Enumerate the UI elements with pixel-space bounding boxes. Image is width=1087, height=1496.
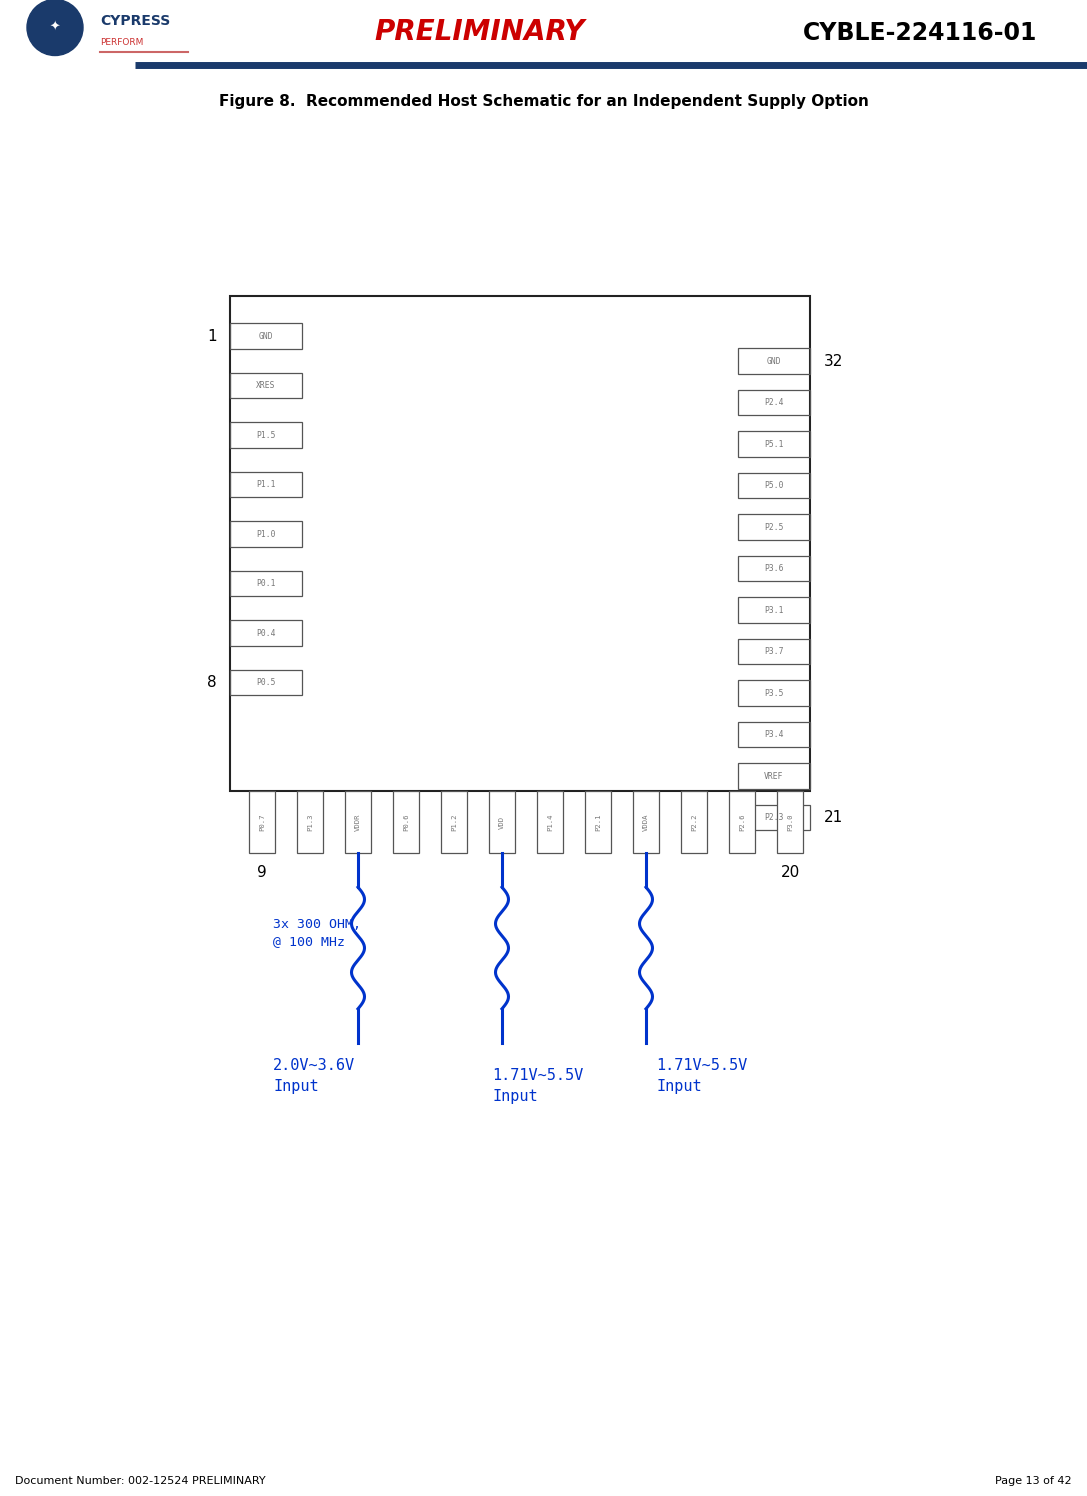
Text: P2.5: P2.5	[764, 522, 784, 531]
Bar	[738, 431, 810, 456]
Text: P5.1: P5.1	[764, 440, 784, 449]
Text: PERFORM: PERFORM	[100, 37, 143, 46]
Text: P5.0: P5.0	[764, 482, 784, 491]
Bar	[738, 763, 810, 788]
Text: P2.2: P2.2	[691, 814, 697, 830]
Text: 2.0V~3.6V
Input: 2.0V~3.6V Input	[273, 1058, 355, 1094]
Text: XRES: XRES	[257, 381, 276, 390]
Bar	[738, 721, 810, 747]
Text: GND: GND	[259, 332, 273, 341]
Text: P1.3: P1.3	[307, 814, 313, 830]
Text: P1.5: P1.5	[257, 431, 276, 440]
Bar	[230, 323, 302, 349]
Text: PRELIMINARY: PRELIMINARY	[375, 18, 585, 46]
Text: P1.0: P1.0	[257, 530, 276, 539]
Text: 21: 21	[824, 809, 844, 824]
Text: CYPRESS: CYPRESS	[100, 13, 171, 27]
Text: 1.71V~5.5V
Input: 1.71V~5.5V Input	[492, 1068, 584, 1104]
Text: P0.6: P0.6	[403, 814, 409, 830]
Bar	[777, 791, 803, 853]
Text: 8: 8	[208, 675, 217, 690]
Text: ✦: ✦	[50, 21, 60, 34]
Bar	[738, 597, 810, 622]
Text: P3.7: P3.7	[764, 646, 784, 657]
Text: CYBLE-224116-01: CYBLE-224116-01	[803, 21, 1037, 45]
Text: Document Number: 002-12524 PRELIMINARY: Document Number: 002-12524 PRELIMINARY	[15, 1477, 265, 1486]
Text: P3.6: P3.6	[764, 564, 784, 573]
Bar	[230, 373, 302, 398]
Text: P3.1: P3.1	[764, 606, 784, 615]
Text: P2.4: P2.4	[764, 398, 784, 407]
Bar	[230, 670, 302, 696]
Bar	[738, 349, 810, 374]
Bar	[393, 791, 418, 853]
Bar	[345, 791, 371, 853]
Bar	[738, 515, 810, 540]
Text: P3.5: P3.5	[764, 688, 784, 697]
Circle shape	[27, 0, 83, 55]
Text: 20: 20	[780, 865, 800, 880]
Bar	[230, 422, 302, 447]
Bar	[729, 791, 755, 853]
Bar	[738, 390, 810, 416]
Text: P0.4: P0.4	[257, 628, 276, 637]
Bar	[585, 791, 611, 853]
Bar	[738, 555, 810, 582]
Text: 32: 32	[824, 353, 844, 368]
Text: VREF: VREF	[764, 772, 784, 781]
Bar	[230, 621, 302, 646]
Bar	[230, 296, 810, 791]
Text: 1: 1	[208, 329, 217, 344]
Bar	[738, 805, 810, 830]
Text: P1.2: P1.2	[451, 814, 457, 830]
Text: P0.5: P0.5	[257, 678, 276, 687]
Bar	[230, 571, 302, 597]
Bar	[297, 791, 323, 853]
Bar	[738, 473, 810, 498]
Text: P2.1: P2.1	[595, 814, 601, 830]
Bar	[738, 639, 810, 664]
Bar	[230, 521, 302, 546]
Text: GND: GND	[766, 356, 782, 365]
Text: Page 13 of 42: Page 13 of 42	[996, 1477, 1072, 1486]
Bar	[441, 791, 467, 853]
Bar	[249, 791, 275, 853]
Text: VDDA: VDDA	[644, 814, 649, 830]
Text: P1.1: P1.1	[257, 480, 276, 489]
Text: P0.1: P0.1	[257, 579, 276, 588]
Text: P3.4: P3.4	[764, 730, 784, 739]
Text: P2.6: P2.6	[739, 814, 745, 830]
Text: 3x 300 OHM,
@ 100 MHz: 3x 300 OHM, @ 100 MHz	[273, 917, 361, 948]
Bar	[633, 791, 659, 853]
Text: P3.0: P3.0	[787, 814, 794, 830]
Bar	[230, 471, 302, 497]
Text: 9: 9	[258, 865, 267, 880]
Text: VDDR: VDDR	[355, 814, 361, 830]
Bar	[680, 791, 707, 853]
Text: 1.71V~5.5V
Input: 1.71V~5.5V Input	[655, 1058, 747, 1094]
Bar	[738, 681, 810, 706]
Text: P2.3: P2.3	[764, 812, 784, 821]
Text: VDD: VDD	[499, 815, 505, 829]
Bar	[537, 791, 563, 853]
Bar	[489, 791, 515, 853]
Text: P1.4: P1.4	[547, 814, 553, 830]
Text: Figure 8.  Recommended Host Schematic for an Independent Supply Option: Figure 8. Recommended Host Schematic for…	[220, 94, 869, 109]
Text: P0.7: P0.7	[259, 814, 265, 830]
